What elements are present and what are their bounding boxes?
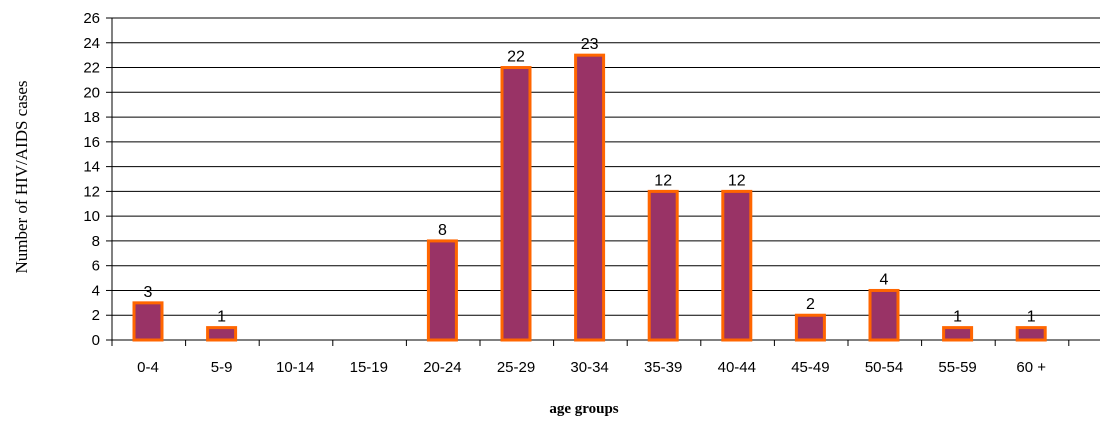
- data-label: 3: [144, 284, 153, 301]
- y-tick-label: 18: [83, 109, 100, 126]
- x-tick-label: 15-19: [350, 359, 388, 376]
- data-label: 1: [953, 309, 962, 326]
- gridlines: [106, 17, 1100, 346]
- y-tick-label: 2: [92, 307, 100, 324]
- data-label: 1: [1027, 309, 1036, 326]
- data-label: 2: [806, 296, 815, 313]
- bar-5-9: [206, 326, 238, 342]
- x-tick-label: 45-49: [791, 359, 829, 376]
- bar-20-24: [426, 239, 458, 342]
- y-tick-label: 14: [83, 159, 100, 176]
- data-label: 12: [654, 172, 672, 189]
- y-axis-label: Number of HIV/AIDS cases: [12, 80, 31, 273]
- data-label: 1: [217, 309, 226, 326]
- bar-0-4: [132, 301, 164, 342]
- x-tick-label: 30-34: [570, 359, 608, 376]
- x-tick-label: 60 +: [1016, 359, 1046, 376]
- x-tick-label: 50-54: [865, 359, 903, 376]
- x-tick-label: 25-29: [497, 359, 535, 376]
- x-tick-label: 20-24: [423, 359, 461, 376]
- data-label: 8: [438, 222, 447, 239]
- bar-60: [1015, 326, 1047, 342]
- y-tick-label: 4: [92, 282, 100, 299]
- x-axis-label: age groups: [549, 401, 618, 417]
- x-tick-label: 40-44: [718, 359, 756, 376]
- y-tick-label: 16: [83, 134, 100, 151]
- y-tick-label: 8: [92, 233, 100, 250]
- bar-40-44: [721, 189, 753, 342]
- y-tick-label: 22: [83, 60, 100, 77]
- x-tick-labels: 0-4 5-9 10-14 15-19 20-24 25-29 30-34 35-39 40-4…: [137, 359, 1046, 376]
- bar-35-39: [647, 189, 679, 342]
- bar-30-34: [574, 53, 606, 342]
- data-labels: 3 1 8 22 23 12 12 2 4 1 1: [144, 36, 1036, 325]
- data-label: 12: [728, 172, 746, 189]
- x-tick-label: 0-4: [137, 359, 159, 376]
- y-tick-label: 10: [83, 208, 100, 225]
- y-tick-label: 12: [83, 183, 100, 200]
- data-label: 23: [581, 36, 599, 53]
- y-tick-label: 0: [92, 332, 100, 349]
- bars: [132, 53, 1047, 342]
- y-tick-label: 20: [83, 84, 100, 101]
- bar-50-54: [868, 288, 900, 342]
- x-tick-label: 10-14: [276, 359, 314, 376]
- data-label: 22: [507, 49, 525, 66]
- x-tick-label: 5-9: [211, 359, 233, 376]
- bar-55-59: [942, 326, 974, 342]
- y-tick-label: 6: [92, 258, 100, 275]
- y-tick-label: 26: [83, 10, 100, 27]
- bar-25-29: [500, 66, 532, 342]
- x-tick-label: 55-59: [938, 359, 976, 376]
- x-tick-label: 35-39: [644, 359, 682, 376]
- data-label: 4: [880, 271, 889, 288]
- y-tick-label: 24: [83, 35, 100, 52]
- bar-45-49: [794, 313, 826, 342]
